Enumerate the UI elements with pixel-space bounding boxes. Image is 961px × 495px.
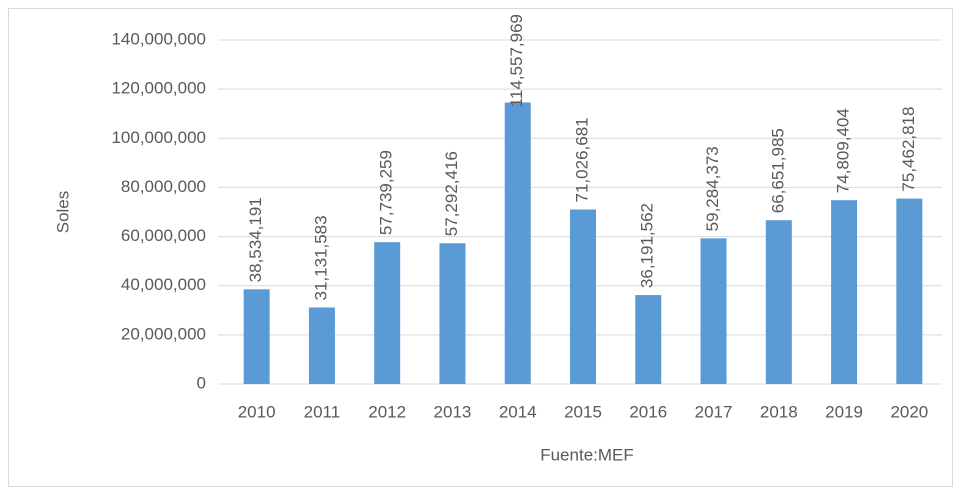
y-tick-label: 80,000,000 [121, 177, 206, 196]
x-tick-label: 2017 [695, 402, 733, 421]
data-label: 36,191,562 [638, 203, 657, 288]
data-label: 38,534,191 [246, 197, 265, 282]
y-tick-label: 40,000,000 [121, 275, 206, 294]
x-tick-label: 2012 [368, 402, 406, 421]
bar [570, 209, 596, 384]
x-tick-label: 2014 [499, 402, 537, 421]
y-tick-label: 140,000,000 [111, 29, 206, 48]
data-label: 74,809,404 [834, 108, 853, 193]
bar [243, 289, 270, 384]
bar [308, 307, 335, 384]
y-tick-label: 20,000,000 [121, 324, 206, 343]
data-label: 57,739,259 [377, 150, 396, 235]
data-label: 31,131,583 [311, 215, 330, 300]
x-tick-label: 2018 [760, 402, 798, 421]
y-tick-label: 0 [197, 373, 206, 392]
x-tick-label: 2011 [304, 402, 341, 421]
bar [439, 243, 466, 384]
x-tick-label: 2010 [238, 402, 276, 421]
data-label: 114,557,969 [507, 14, 526, 107]
data-label: 59,284,373 [703, 146, 722, 231]
x-tick-label: 2015 [564, 402, 602, 421]
y-tick-label: 100,000,000 [111, 128, 206, 147]
x-tick-label: 2016 [629, 402, 667, 421]
x-tick-label: 2013 [434, 402, 472, 421]
data-label: 75,462,818 [899, 106, 918, 191]
data-label: 66,651,985 [768, 128, 787, 213]
y-axis-label: Soles [53, 191, 72, 234]
chart-border [8, 8, 953, 487]
y-tick-label: 120,000,000 [111, 79, 206, 98]
bar [831, 200, 858, 384]
x-tick-label: 2019 [825, 402, 863, 421]
data-label: 71,026,681 [572, 117, 591, 202]
x-axis-label: Fuente:MEF [540, 445, 634, 464]
bar [504, 102, 531, 384]
y-tick-label: 60,000,000 [121, 226, 206, 245]
x-tick-label: 2020 [890, 402, 928, 421]
bar [896, 198, 923, 384]
data-label: 57,292,416 [442, 151, 461, 236]
bar [765, 220, 792, 384]
bar [700, 238, 727, 384]
bar [374, 242, 401, 384]
bar [635, 295, 662, 384]
